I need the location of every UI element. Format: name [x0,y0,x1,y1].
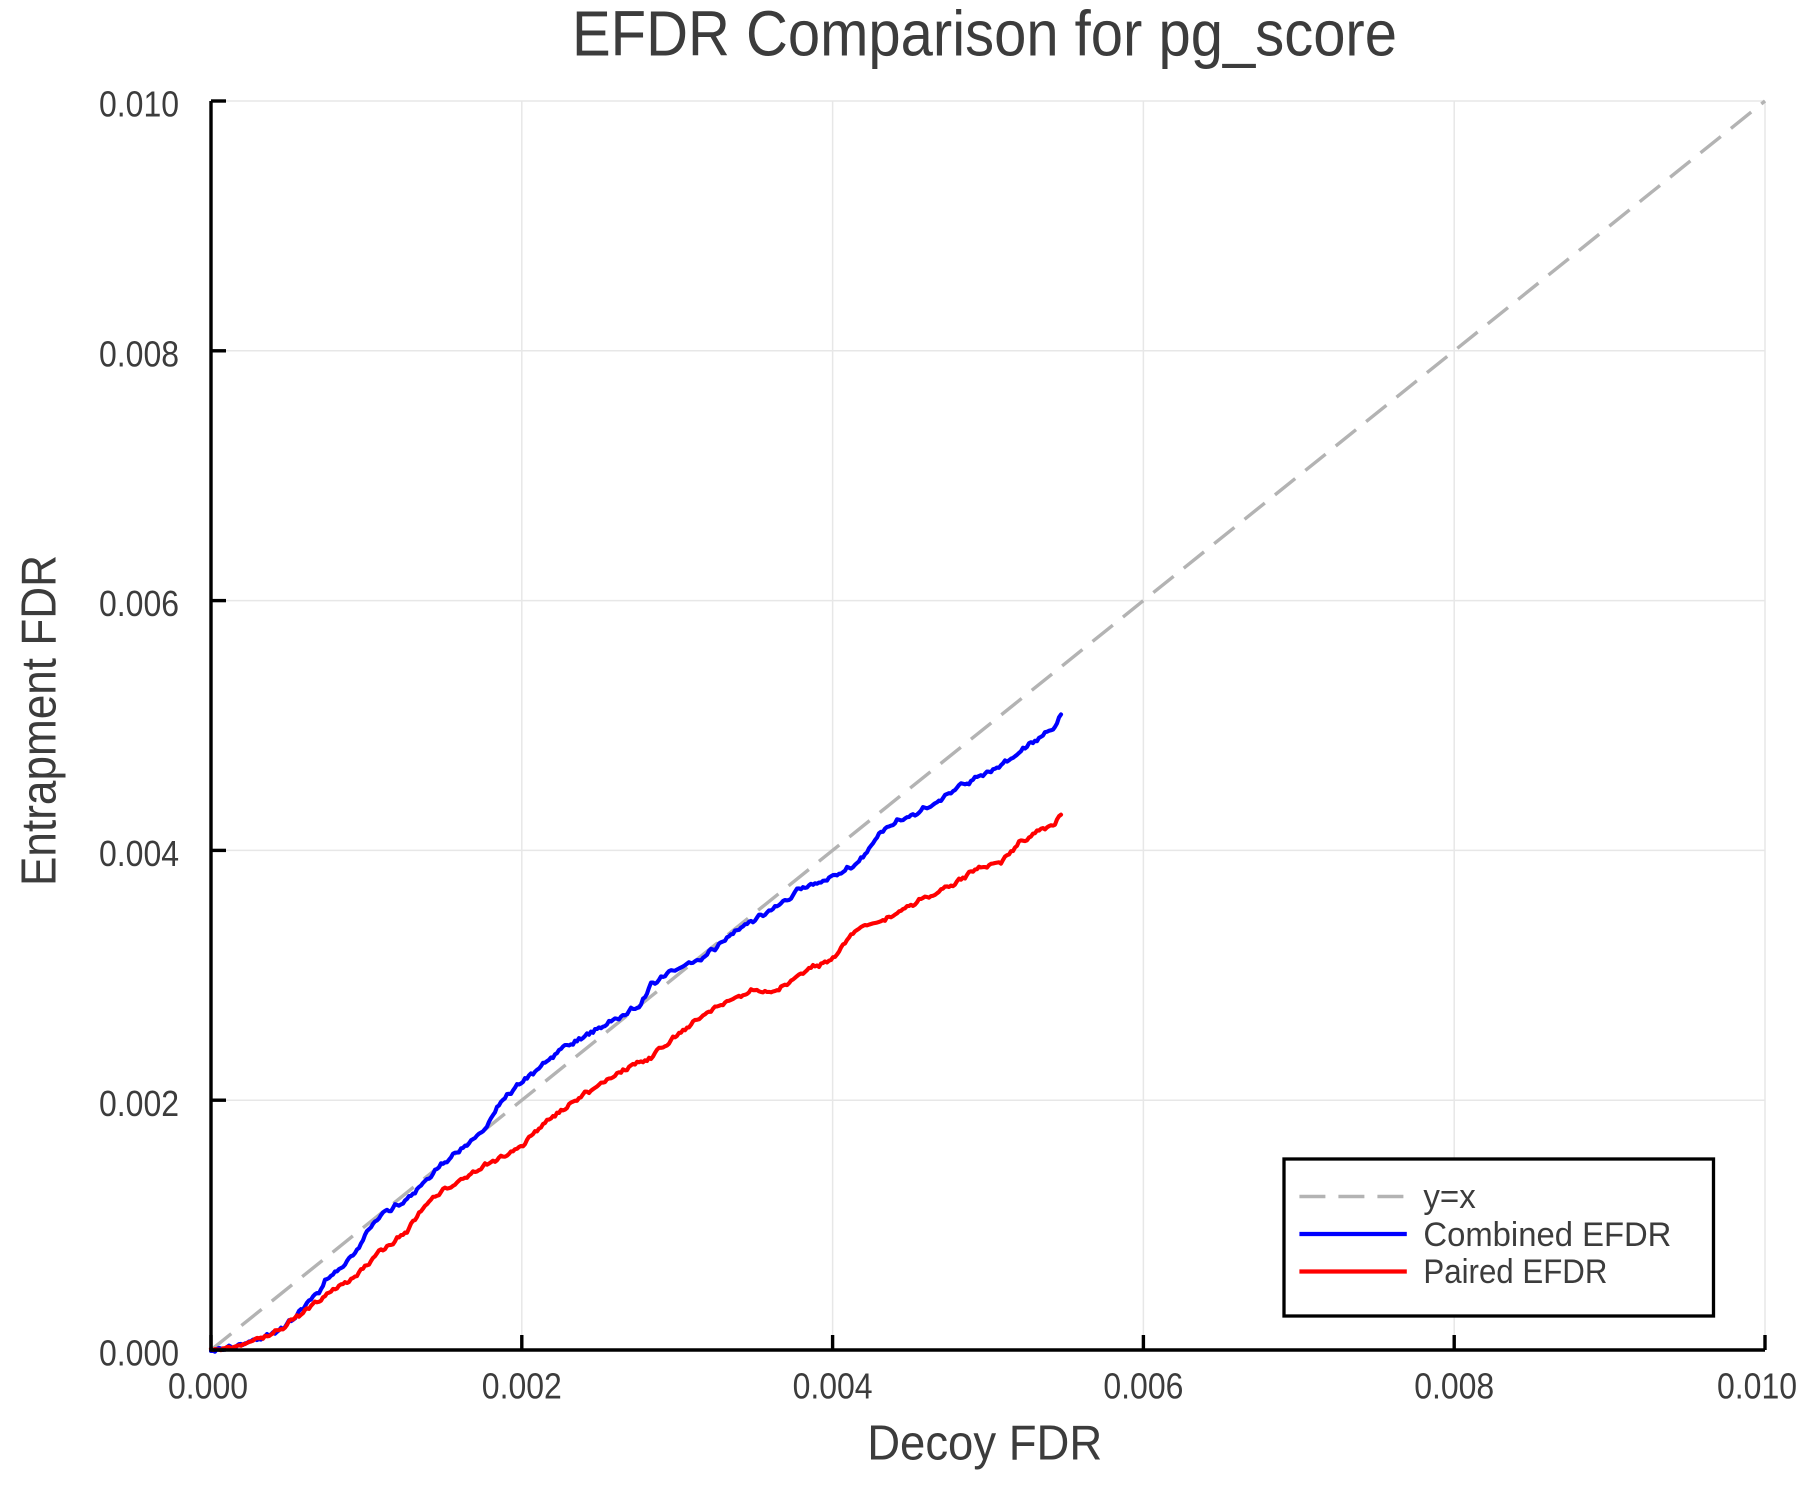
svg-text:Entrapment FDR: Entrapment FDR [13,555,67,886]
svg-text:0.002: 0.002 [99,1083,179,1124]
svg-text:0.010: 0.010 [99,84,179,125]
svg-text:0.010: 0.010 [1717,1365,1797,1406]
svg-text:0.008: 0.008 [1414,1365,1494,1406]
svg-text:0.002: 0.002 [482,1365,562,1406]
svg-text:Combined EFDR: Combined EFDR [1423,1216,1671,1254]
svg-text:0.004: 0.004 [99,833,179,874]
svg-text:EFDR Comparison for pg_score: EFDR Comparison for pg_score [572,0,1397,69]
svg-text:0.000: 0.000 [168,1365,248,1406]
svg-text:0.006: 0.006 [99,583,179,624]
svg-text:Paired EFDR: Paired EFDR [1423,1253,1607,1291]
svg-text:y=x: y=x [1423,1178,1475,1216]
svg-text:0.008: 0.008 [99,333,179,374]
svg-text:0.000: 0.000 [99,1333,179,1374]
svg-text:0.004: 0.004 [793,1365,873,1406]
svg-text:0.006: 0.006 [1103,1365,1183,1406]
svg-text:Decoy FDR: Decoy FDR [867,1416,1102,1470]
